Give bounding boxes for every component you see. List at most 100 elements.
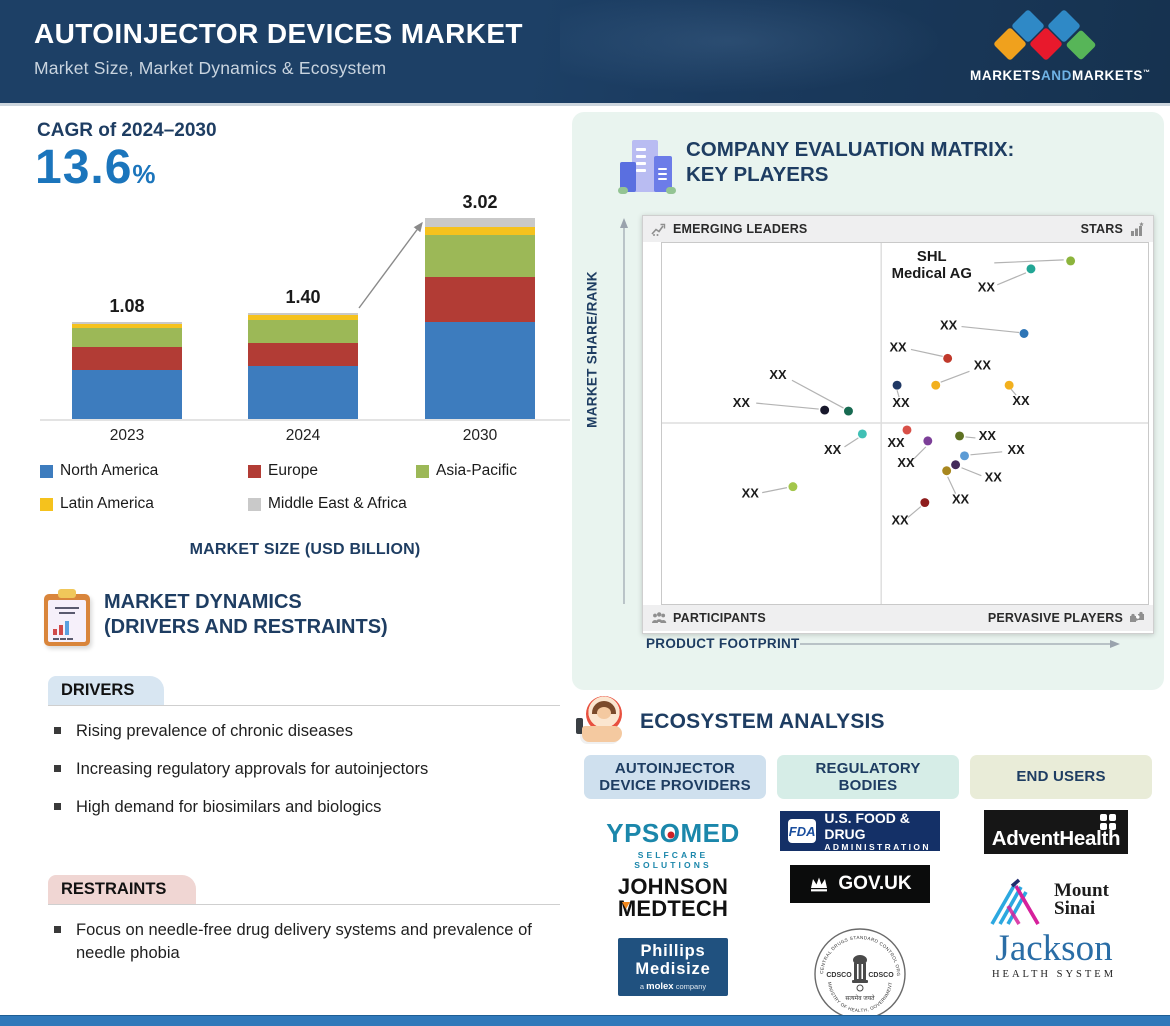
drivers-tab: DRIVERS bbox=[48, 676, 165, 705]
legend-item: Europe bbox=[248, 462, 416, 480]
ypsomed-dot-icon bbox=[667, 831, 675, 839]
matrix-point bbox=[1026, 264, 1036, 274]
star-bars-icon bbox=[1131, 222, 1144, 236]
quadrant-label-top-right: STARS bbox=[1080, 222, 1123, 236]
johnson-medtech-logo: JOHNSON MEDTECH bbox=[617, 874, 729, 921]
ecosystem-header: REGULATORY BODIES bbox=[777, 755, 959, 799]
bar-total-label: 1.40 bbox=[285, 287, 321, 307]
page-title: AUTOINJECTOR DEVICES MARKET bbox=[34, 18, 523, 49]
bullet-item: Increasing regulatory approvals for auto… bbox=[54, 758, 560, 781]
bar-category-label: 2030 bbox=[462, 427, 498, 444]
puzzle-icon bbox=[1130, 611, 1144, 622]
matrix-point bbox=[1004, 380, 1014, 390]
ecosystem-title: ECOSYSTEM ANALYSIS bbox=[640, 710, 885, 733]
mount-sinai-logo: Mount Sinai bbox=[988, 872, 1128, 928]
matrix-point bbox=[820, 405, 830, 415]
marketsandmarkets-logo: MARKETSANDMARKETS™ bbox=[970, 9, 1151, 92]
buildings-icon bbox=[618, 136, 676, 196]
bullet-item: Focus on needle-free drug delivery syste… bbox=[54, 919, 560, 965]
legend-item: Middle East & Africa bbox=[248, 495, 416, 513]
x-axis-label: PRODUCT FOOTPRINT bbox=[646, 636, 800, 651]
matrix-point-label: XX bbox=[940, 318, 958, 333]
bar-2030 bbox=[425, 218, 535, 419]
bar-total-label: 1.08 bbox=[109, 296, 145, 316]
matrix-point-label: XX bbox=[1007, 442, 1025, 457]
cagr-label: CAGR of 2024–2030 bbox=[37, 120, 217, 141]
matrix-point bbox=[1019, 329, 1029, 338]
quadrant-label-top-left: EMERGING LEADERS bbox=[673, 222, 808, 236]
chart-axis-caption: MARKET SIZE (USD BILLION) bbox=[189, 541, 421, 558]
matrix-point bbox=[1066, 256, 1076, 266]
ecosystem-header: END USERS bbox=[970, 755, 1152, 799]
segment-North America bbox=[248, 365, 358, 419]
bar-total-label: 3.02 bbox=[462, 192, 498, 212]
matrix-point-label: XX bbox=[979, 428, 997, 443]
matrix-point-label: XX bbox=[733, 395, 751, 410]
matrix-bottom-strip: PARTICIPANTS PERVASIVE PLAYERS bbox=[643, 605, 1153, 631]
bar-2024 bbox=[248, 313, 358, 419]
segment-Latin America bbox=[72, 323, 182, 329]
bar-category-label: 2023 bbox=[109, 427, 145, 444]
ecosystem-column-headers: AUTOINJECTOR DEVICE PROVIDERS REGULATORY BO… bbox=[584, 755, 1152, 799]
svg-text:CDSCO: CDSCO bbox=[868, 972, 894, 979]
market-size-bar-chart: 1.08 2023 1.40 2024 3.02 2030 bbox=[40, 192, 570, 446]
clover-icon bbox=[1100, 814, 1116, 830]
matrix-point bbox=[943, 353, 953, 363]
restraints-list: Focus on needle-free drug delivery syste… bbox=[54, 919, 560, 965]
ypsomed-wordmark: YPSOMED bbox=[606, 818, 740, 849]
legend-swatch bbox=[40, 464, 53, 478]
segment-Latin America bbox=[425, 226, 535, 236]
matrix-point bbox=[920, 498, 930, 508]
matrix-point-label: XX bbox=[769, 367, 787, 382]
matrix-point-label: XX bbox=[889, 339, 907, 354]
person-in-hand-icon bbox=[576, 696, 632, 752]
matrix-point bbox=[955, 431, 965, 441]
matrix-point-label: XX bbox=[891, 512, 909, 527]
segment-Middle East & Africa bbox=[248, 313, 358, 316]
matrix-point bbox=[951, 460, 961, 470]
y-axis-label: MARKET SHARE/RANK bbox=[584, 271, 600, 428]
segment-Latin America bbox=[248, 315, 358, 320]
mountain-icon bbox=[990, 878, 1040, 925]
matrix-card: EMERGING LEADERS STARS SHL Medical AG XX XX… bbox=[642, 215, 1154, 634]
matrix-point bbox=[857, 429, 867, 439]
legend-item: North America bbox=[40, 462, 248, 480]
matrix-title: COMPANY EVALUATION MATRIX: KEY PLAYERS bbox=[686, 138, 1015, 186]
legend-swatch bbox=[40, 497, 53, 511]
emblem-of-india-icon bbox=[852, 955, 868, 992]
segment-Europe bbox=[72, 347, 182, 370]
chart-legend: North America Europe Asia-Pacific Latin Ame… bbox=[40, 462, 570, 513]
legend-swatch bbox=[248, 497, 261, 511]
growth-chart-icon bbox=[651, 223, 666, 236]
matrix-point-label: XX bbox=[978, 280, 996, 295]
logo-wordmark: MARKETSANDMARKETS™ bbox=[970, 68, 1151, 83]
matrix-point bbox=[844, 406, 853, 416]
header-banner: AUTOINJECTOR DEVICES MARKET Market Size,… bbox=[0, 0, 1170, 106]
matrix-point bbox=[902, 425, 912, 435]
matrix-point-label: XX bbox=[824, 442, 842, 457]
segment-North America bbox=[72, 369, 182, 419]
chart-baseline bbox=[40, 419, 570, 421]
matrix-plot-area: SHL Medical AG XX XX XX XX XX XX XX XX XX XX XX XX XX X… bbox=[661, 242, 1149, 605]
evaluation-matrix-panel: COMPANY EVALUATION MATRIX: KEY PLAYERS M… bbox=[572, 112, 1164, 690]
ypsomed-logo: YPSOMED SELFCARE SOLUTIONS bbox=[598, 818, 748, 870]
ecosystem-header: AUTOINJECTOR DEVICE PROVIDERS bbox=[584, 755, 766, 799]
page-subtitle: Market Size, Market Dynamics & Ecosystem bbox=[34, 58, 387, 78]
matrix-point-label: XX bbox=[887, 435, 905, 450]
divider bbox=[48, 705, 560, 706]
matrix-point-label: XX bbox=[974, 357, 992, 372]
y-axis-arrow bbox=[612, 216, 636, 606]
quadrant-label-bottom-left: PARTICIPANTS bbox=[673, 611, 766, 625]
segment-Asia-Pacific bbox=[425, 235, 535, 277]
matrix-point-label: SHL Medical AG bbox=[892, 249, 972, 282]
govuk-logo: GOV.UK bbox=[790, 865, 930, 903]
divider bbox=[48, 904, 560, 905]
bar-category-label: 2024 bbox=[285, 427, 321, 444]
bullet-item: High demand for biosimilars and biologic… bbox=[54, 796, 560, 819]
crown-icon bbox=[811, 877, 828, 891]
segment-North America bbox=[425, 322, 535, 419]
matrix-point-label: XX bbox=[892, 395, 910, 410]
segment-Middle East & Africa bbox=[425, 218, 535, 227]
drivers-block: DRIVERS Rising prevalence of chronic dis… bbox=[48, 676, 560, 834]
